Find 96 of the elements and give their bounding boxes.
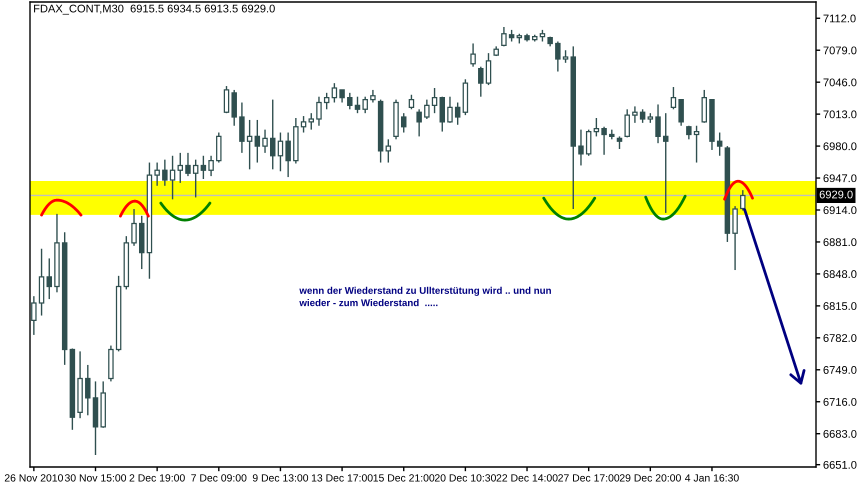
candlestick (516, 33, 522, 44)
y-tick-label: 6848.0 (824, 270, 856, 278)
candlestick (562, 50, 568, 64)
y-tick-label: 6651.0 (824, 460, 856, 469)
candlestick (694, 125, 700, 164)
candlestick (31, 295, 37, 336)
x-tick-label: 13 Dec 17:00 (312, 474, 373, 482)
y-tick-label: 7013.0 (824, 110, 856, 118)
x-tick-label: 7 Dec 09:00 (191, 474, 246, 482)
candlestick (408, 94, 414, 110)
y-tick-label: 7046.0 (824, 78, 856, 86)
candlestick (478, 66, 484, 98)
candlestick (616, 136, 622, 150)
candlestick (586, 128, 592, 156)
x-tick-label: 29 Dec 20:00 (620, 474, 681, 482)
candlestick (200, 155, 206, 180)
y-tick-label: 6683.0 (824, 430, 856, 438)
x-tick-label: 20 Dec 10:30 (434, 474, 496, 482)
y-tick-label: 6716.0 (824, 398, 856, 406)
candlestick (370, 89, 376, 104)
y-tick-label: 6980.0 (824, 142, 856, 150)
candlestick (578, 128, 584, 166)
candlestick (208, 155, 214, 177)
candlestick (424, 98, 430, 120)
y-tick-label: 7112.0 (824, 14, 856, 22)
candlestick (501, 26, 507, 48)
candlestick (400, 112, 406, 134)
candlestick (354, 96, 360, 114)
candlestick (686, 125, 692, 140)
candlestick (493, 46, 499, 57)
candlestick (740, 189, 746, 212)
candlestick (332, 82, 338, 104)
annotation: wenn der Wiederstand zu Ullterstütung wird .. und nun wieder - zum Wiederstand ..... (299, 286, 551, 306)
candlestick (170, 155, 176, 200)
candlestick (278, 132, 284, 172)
candlestick (308, 112, 314, 130)
candlestick (555, 40, 561, 72)
candlestick (447, 96, 453, 124)
y-tick-label: 6947.0 (824, 174, 856, 182)
candlestick (85, 364, 91, 416)
candlestick (470, 42, 476, 68)
candlestick (324, 92, 330, 110)
x-tick-label: 26 Nov 2010 (4, 474, 63, 482)
candlestick (655, 104, 661, 144)
candlestick (262, 128, 268, 154)
x-tick-label: 15 Dec 21:00 (374, 474, 434, 482)
candlestick (192, 158, 198, 198)
candlestick (594, 117, 600, 138)
candlestick (285, 132, 291, 178)
x-tick-label: 30 Nov 15:00 (64, 474, 126, 482)
x-tick-label: 9 Dec 13:00 (252, 474, 308, 482)
candlestick (347, 92, 353, 110)
candlestick (416, 108, 422, 138)
ref-line-label: 6929.0 (820, 190, 853, 198)
candlestick (224, 85, 230, 114)
candlestick (300, 115, 306, 134)
x-tick-label: 4 Jan 16:30 (684, 474, 739, 482)
candlestick (178, 152, 184, 184)
y-tick-label: 7079.0 (824, 46, 856, 54)
candlestick (432, 87, 438, 114)
x-tick-label: 2 Dec 19:00 (130, 474, 185, 482)
y-tick-label: 6881.0 (824, 238, 856, 246)
y-tick-label: 6749.0 (824, 366, 856, 374)
candlestick (270, 98, 276, 170)
candlestick (678, 98, 684, 126)
candlestick (540, 29, 546, 42)
candlestick (670, 86, 676, 110)
candlestick (154, 162, 160, 186)
candlestick (624, 108, 630, 138)
candlestick (508, 29, 514, 42)
candlestick (362, 96, 368, 114)
candlestick (386, 138, 392, 164)
candlestick (246, 119, 252, 170)
candlestick (46, 258, 52, 300)
candlestick (316, 96, 322, 126)
candlestick (185, 152, 191, 177)
candlestick (131, 208, 137, 247)
candlestick (632, 106, 638, 124)
y-tick-label: 6815.0 (824, 302, 856, 310)
y-tick-label: 6782.0 (824, 334, 856, 342)
candlestick (640, 108, 646, 124)
candlestick (486, 52, 492, 86)
y-tick-label: 6914.0 (824, 206, 856, 214)
candlestick (716, 132, 722, 156)
candlestick (454, 102, 460, 126)
x-tick-label: 22 Dec 14:00 (496, 474, 558, 482)
chart-title: FDAX_CONT,M30 6915.5 6934.5 6913.5 6929.0 (34, 4, 275, 15)
candlestick (162, 158, 168, 186)
candlestick (662, 112, 668, 214)
candlestick (648, 112, 654, 124)
candlestick (609, 128, 615, 140)
candlestick (339, 89, 345, 104)
x-tick-label: 27 Dec 17:00 (558, 474, 620, 482)
candlestick (601, 126, 607, 156)
candlestick (547, 36, 553, 48)
candlestick (254, 119, 260, 164)
